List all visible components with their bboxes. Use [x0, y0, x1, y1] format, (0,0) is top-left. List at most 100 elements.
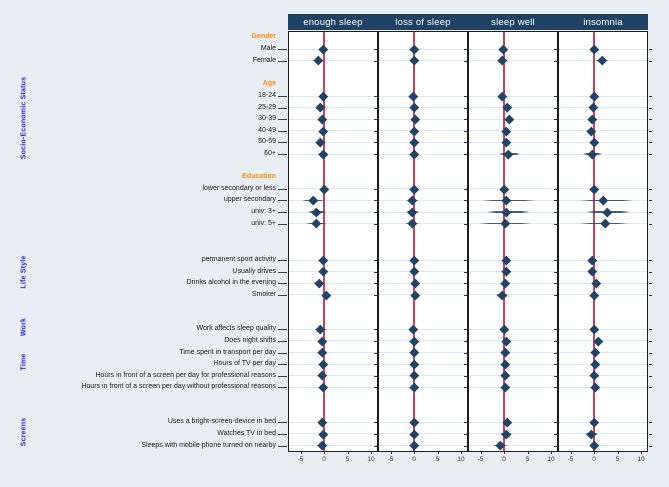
gridline	[469, 95, 557, 97]
y-axis-tick	[649, 375, 652, 377]
x-axis-tick-label: 10	[637, 456, 645, 463]
data-point	[317, 440, 327, 451]
y-axis-tick	[278, 212, 284, 214]
data-point	[317, 336, 328, 346]
y-axis-tick	[284, 96, 287, 97]
data-point	[590, 382, 600, 393]
data-point	[500, 347, 510, 358]
gridline	[379, 375, 467, 377]
data-point	[497, 91, 508, 101]
data-point	[587, 255, 598, 265]
row-label: 60+	[264, 150, 276, 158]
y-axis-tick	[554, 119, 557, 121]
y-axis-tick	[278, 260, 284, 261]
gridline	[289, 363, 377, 365]
y-axis-tick	[464, 294, 467, 296]
y-axis-tick	[554, 142, 557, 144]
y-axis-tick	[278, 188, 284, 190]
y-axis-tick	[464, 130, 467, 132]
y-axis-tick	[554, 294, 557, 296]
data-point	[410, 278, 420, 288]
gridline	[559, 141, 647, 143]
y-axis-tick	[464, 49, 467, 50]
x-axis-tick	[461, 451, 462, 454]
y-axis-tick	[464, 188, 467, 190]
x-axis-tick	[300, 451, 302, 454]
y-axis-tick	[554, 283, 557, 285]
y-axis-tick	[374, 294, 377, 296]
data-point	[408, 91, 419, 101]
data-point	[317, 114, 327, 124]
data-point	[593, 336, 603, 346]
x-axis-tick	[390, 451, 392, 454]
gridline	[379, 211, 467, 213]
y-axis-tick	[278, 96, 284, 97]
data-point	[500, 359, 510, 369]
y-axis-tick	[464, 260, 467, 261]
gridline	[379, 352, 467, 354]
data-point	[409, 255, 420, 265]
gridline	[469, 259, 557, 261]
y-axis-tick	[284, 283, 287, 285]
y-axis-tick	[649, 188, 652, 190]
y-axis-tick	[374, 387, 377, 389]
y-axis-tick	[464, 60, 467, 62]
row-label: 30-39	[258, 115, 276, 123]
y-axis-tick	[374, 352, 377, 354]
y-axis-tick	[464, 283, 467, 285]
gridline	[379, 259, 467, 261]
gridline	[289, 199, 377, 201]
y-axis-tick	[374, 60, 377, 62]
gridline	[379, 199, 467, 201]
x-axis-tick-label: 5	[525, 456, 530, 463]
gridline	[289, 130, 377, 132]
y-axis-tick	[284, 271, 287, 273]
y-axis-tick	[278, 352, 284, 354]
y-axis-tick	[649, 60, 652, 62]
y-axis-tick	[278, 422, 284, 424]
x-axis-tick-label: -5	[477, 456, 484, 463]
data-point	[589, 184, 600, 194]
gridline	[379, 118, 467, 120]
data-point	[409, 55, 420, 66]
row-label: Work affects sleep quality	[196, 325, 276, 333]
y-axis-tick	[278, 119, 284, 121]
y-axis-tick	[374, 364, 377, 366]
data-point	[407, 195, 418, 206]
y-axis-tick	[554, 107, 557, 109]
gridline	[379, 433, 467, 435]
y-axis-tick	[464, 445, 467, 447]
x-axis-tick	[617, 451, 619, 454]
y-axis-tick	[649, 422, 652, 424]
data-point	[409, 266, 420, 277]
gridline	[559, 282, 647, 284]
row-label: Sleeps with mobile phone turned on nearb…	[141, 441, 276, 449]
y-axis-tick	[278, 107, 284, 109]
y-axis-tick	[278, 340, 284, 342]
x-axis-tick	[641, 451, 642, 454]
y-axis-tick	[284, 107, 287, 109]
row-label: 40-49	[258, 126, 276, 134]
y-axis-tick	[284, 130, 287, 132]
data-point	[317, 347, 328, 358]
y-axis-tick	[374, 49, 377, 50]
x-axis-tick-label: 5	[345, 456, 350, 463]
y-axis-tick	[284, 340, 287, 342]
y-axis-tick	[464, 433, 467, 435]
gridline	[559, 352, 647, 354]
y-axis-tick	[278, 375, 284, 377]
y-axis-tick	[374, 142, 377, 144]
data-point	[409, 347, 420, 358]
gridline	[289, 340, 377, 342]
y-axis-tick	[649, 271, 652, 273]
row-label: Smoker	[251, 290, 276, 298]
gridline	[289, 60, 377, 62]
gridline	[559, 433, 647, 435]
y-axis-tick	[554, 60, 557, 62]
gridline	[559, 271, 647, 273]
data-point	[409, 336, 420, 346]
gridline	[289, 211, 377, 213]
data-point	[504, 114, 514, 124]
y-axis-tick	[374, 283, 377, 285]
data-point	[409, 382, 420, 393]
